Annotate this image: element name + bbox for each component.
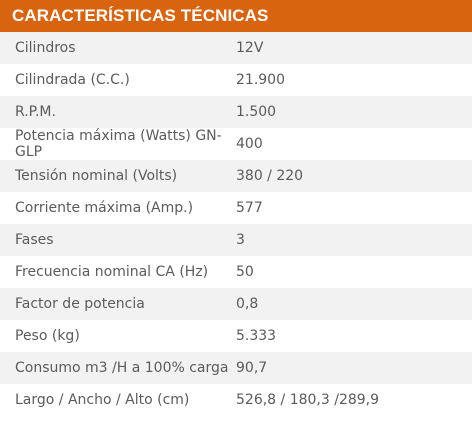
table-row: Largo / Ancho / Alto (cm) 526,8 / 180,3 … [0,384,472,416]
table-title: CARACTERÍSTICAS TÉCNICAS [0,0,472,32]
spec-value: 577 [236,192,472,224]
spec-label: Cilindros [0,32,236,64]
table-row: Cilindros 12V [0,32,472,64]
spec-value: 1.500 [236,96,472,128]
spec-value: 0,8 [236,288,472,320]
spec-label: Potencia máxima (Watts) GN-GLP [0,128,236,160]
table-row: Tensión nominal (Volts) 380 / 220 [0,160,472,192]
spec-label: Peso (kg) [0,320,236,352]
spec-value: 50 [236,256,472,288]
spec-label: Corriente máxima (Amp.) [0,192,236,224]
table-row: Cilindrada (C.C.) 21.900 [0,64,472,96]
table-row: Fases 3 [0,224,472,256]
table-footer-space [0,416,472,432]
spec-label: Largo / Ancho / Alto (cm) [0,384,236,416]
table-row: Frecuencia nominal CA (Hz) 50 [0,256,472,288]
spec-value: 3 [236,224,472,256]
spec-label: R.P.M. [0,96,236,128]
spec-value: 21.900 [236,64,472,96]
table-row: Corriente máxima (Amp.) 577 [0,192,472,224]
table-row: Consumo m3 /H a 100% carga 90,7 [0,352,472,384]
spec-value: 526,8 / 180,3 /289,9 [236,384,472,416]
table-row: R.P.M. 1.500 [0,96,472,128]
spec-label: Fases [0,224,236,256]
spec-label: Factor de potencia [0,288,236,320]
spec-value: 380 / 220 [236,160,472,192]
spec-label: Tensión nominal (Volts) [0,160,236,192]
table-row: Peso (kg) 5.333 [0,320,472,352]
table-row: Factor de potencia 0,8 [0,288,472,320]
spec-value: 12V [236,32,472,64]
table-body: Cilindros 12V Cilindrada (C.C.) 21.900 R… [0,32,472,416]
table-row: Potencia máxima (Watts) GN-GLP 400 [0,128,472,160]
spec-label: Cilindrada (C.C.) [0,64,236,96]
spec-label: Frecuencia nominal CA (Hz) [0,256,236,288]
spec-value: 5.333 [236,320,472,352]
spec-label: Consumo m3 /H a 100% carga [0,352,236,384]
spec-value: 400 [236,128,472,160]
spec-value: 90,7 [236,352,472,384]
table-header: CARACTERÍSTICAS TÉCNICAS [0,0,472,32]
specs-table: CARACTERÍSTICAS TÉCNICAS Cilindros 12V C… [0,0,472,416]
